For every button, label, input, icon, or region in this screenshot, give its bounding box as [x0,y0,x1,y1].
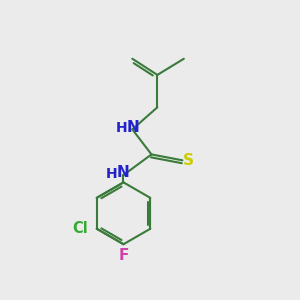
Text: S: S [183,153,194,168]
Text: H: H [105,167,117,181]
Text: Cl: Cl [73,221,88,236]
Text: F: F [118,248,129,263]
Text: N: N [117,165,130,180]
Text: H: H [115,121,127,135]
Text: N: N [127,119,139,134]
